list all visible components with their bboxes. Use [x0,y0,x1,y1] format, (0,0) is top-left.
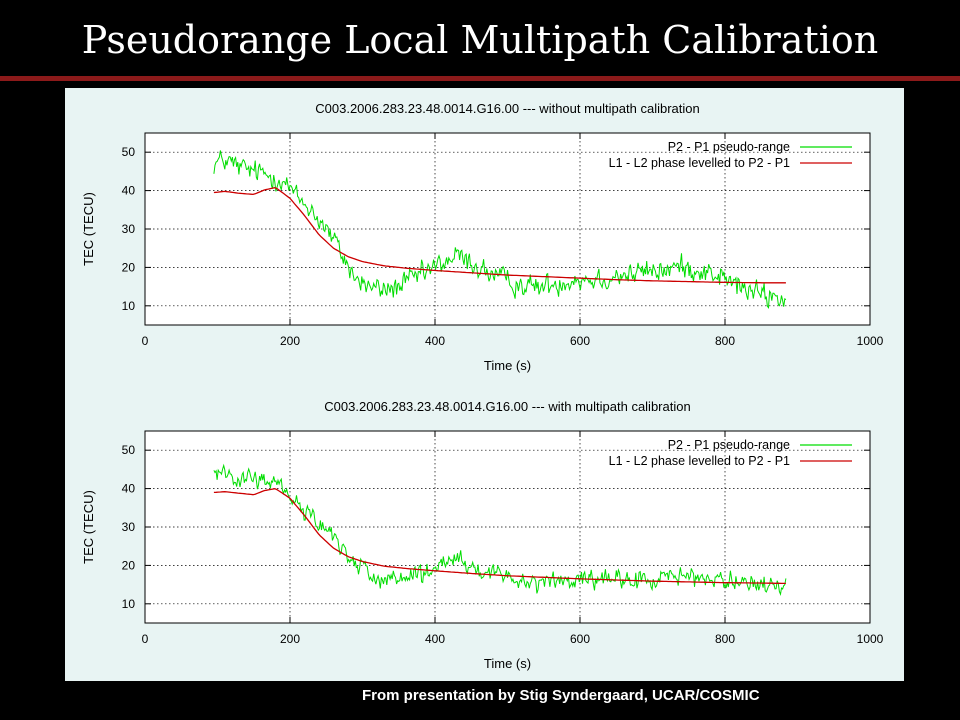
pseudo-range-series-line [213,463,787,596]
x-tick-label: 0 [142,632,149,646]
legend-label: L1 - L2 phase levelled to P2 - P1 [609,156,790,170]
y-tick-label: 40 [122,184,136,198]
y-axis-label: TEC (TECU) [81,490,96,564]
pseudo-range-series-line [213,150,787,310]
y-tick-label: 20 [122,260,136,274]
x-tick-label: 0 [142,334,149,348]
x-axis-label: Time (s) [484,358,531,373]
legend-label: L1 - L2 phase levelled to P2 - P1 [609,454,790,468]
phase-series-line [213,488,786,585]
chart-title: C003.2006.283.23.48.0014.G16.00 --- with… [315,101,699,116]
chart-without-calibration: 0 200 400 600 800 1000 10 20 30 40 50 C003.2006.283… [81,101,884,373]
footer-credit: From presentation by Stig Syndergaard, U… [362,687,760,704]
x-tick-label: 1000 [857,334,884,348]
x-tick-label: 600 [570,632,590,646]
x-tick-label: 200 [280,632,300,646]
x-tick-label: 200 [280,334,300,348]
x-tick-label: 1000 [857,632,884,646]
y-tick-label: 50 [122,145,136,159]
chart-title: C003.2006.283.23.48.0014.G16.00 --- with… [324,399,690,414]
y-tick-label: 30 [122,520,136,534]
x-tick-label: 800 [715,632,735,646]
slide-title: Pseudorange Local Multipath Calibration [81,18,879,62]
y-tick-label: 10 [122,299,136,313]
y-axis-label: TEC (TECU) [81,192,96,266]
y-tick-label: 30 [122,222,136,236]
y-tick-label: 20 [122,558,136,572]
x-tick-label: 800 [715,334,735,348]
x-tick-label: 600 [570,334,590,348]
y-tick-label: 40 [122,482,136,496]
legend-label: P2 - P1 pseudo-range [668,140,790,154]
y-tick-label: 10 [122,597,136,611]
legend-label: P2 - P1 pseudo-range [668,438,790,452]
chart-with-calibration: 0 200 400 600 800 1000 10 20 30 40 50 C003.2006.283… [81,399,884,671]
x-tick-label: 400 [425,334,445,348]
y-tick-label: 50 [122,443,136,457]
chart-panel: 0 200 400 600 800 1000 10 20 30 40 50 C003.2006.283… [65,88,904,681]
x-axis-label: Time (s) [484,656,531,671]
phase-series-line [213,187,786,284]
title-rule [0,76,960,81]
x-tick-label: 400 [425,632,445,646]
